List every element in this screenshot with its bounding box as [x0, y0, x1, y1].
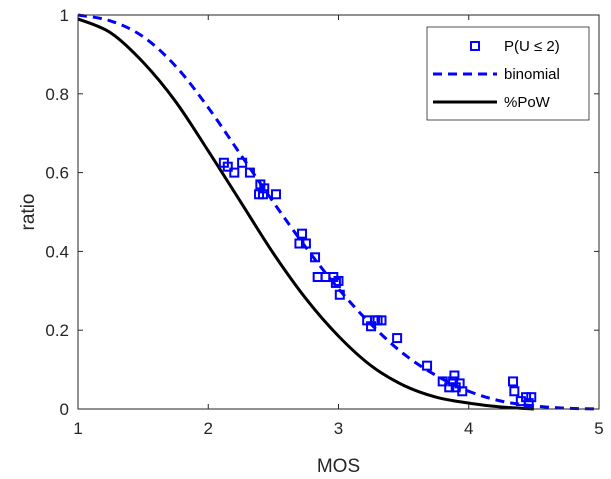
legend: P(U ≤ 2) binomial %PoW	[426, 26, 590, 121]
legend-label: %PoW	[504, 94, 551, 111]
x-axis-title: MOS	[317, 456, 360, 477]
scatter-point	[437, 376, 448, 387]
scatter-point	[448, 376, 459, 387]
scatter-point	[222, 161, 233, 172]
y-tick-label: 1	[60, 6, 69, 25]
scatter-point	[449, 370, 460, 381]
scatter-point	[297, 228, 308, 239]
y-tick-label: 0	[60, 400, 69, 419]
legend-label: P(U ≤ 2)	[504, 38, 560, 55]
scatter-point	[509, 386, 520, 397]
scatter-point	[330, 277, 341, 288]
series-binomial-line	[77, 13, 600, 411]
ticks-layer: 1 2 3 4 5 0 0.2 0.4 0.6 0.8 1	[45, 6, 603, 438]
x-tick-label: 3	[334, 419, 343, 438]
legend-marker-square	[470, 41, 480, 51]
scatter-point	[270, 189, 281, 200]
y-tick-label: 0.6	[45, 164, 69, 183]
scatter-point	[526, 392, 537, 403]
scatter-point	[523, 398, 534, 409]
scatter-point	[294, 238, 305, 249]
scatter-point	[376, 315, 387, 326]
scatter-point	[422, 360, 433, 371]
series-pow-line	[77, 17, 534, 411]
x-tick-label: 5	[594, 419, 603, 438]
legend-items: P(U ≤ 2) binomial %PoW	[433, 38, 560, 111]
scatter-point	[237, 157, 248, 168]
scatter-point	[300, 238, 311, 249]
x-tick-label: 1	[73, 419, 82, 438]
scatter-point	[229, 167, 240, 178]
scatter-point	[457, 386, 468, 397]
series-layer	[77, 13, 600, 411]
scatter-point	[521, 392, 532, 403]
x-tick-label: 2	[204, 419, 213, 438]
scatter-point	[508, 376, 519, 387]
scatter-point	[333, 275, 344, 286]
y-tick-label: 0.2	[45, 321, 69, 340]
scatter-point	[334, 289, 345, 300]
legend-label: binomial	[504, 66, 560, 83]
scatter-point	[257, 189, 268, 200]
scatter-point	[259, 183, 270, 194]
y-tick-label: 0.8	[45, 85, 69, 104]
y-axis-title: ratio	[18, 194, 39, 231]
scatter-point	[392, 333, 403, 344]
scatter-point	[310, 252, 321, 263]
y-tick-label: 0.4	[45, 242, 69, 261]
scatter-point	[244, 167, 255, 178]
x-tick-label: 4	[464, 419, 473, 438]
